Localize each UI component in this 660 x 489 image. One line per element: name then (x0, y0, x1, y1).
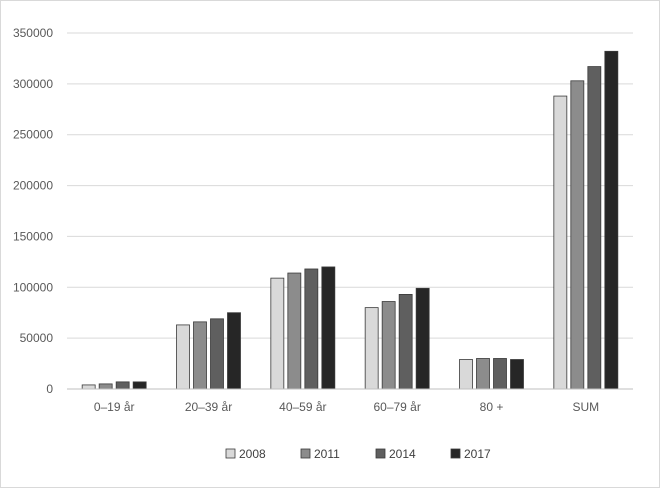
y-tick-label: 0 (46, 382, 53, 396)
y-tick-label: 300000 (13, 77, 53, 91)
bar (476, 358, 490, 390)
y-tick-label: 350000 (13, 26, 53, 40)
bar (321, 266, 336, 390)
bar (381, 301, 396, 390)
bar (604, 50, 619, 390)
x-tick-label: 0–19 år (94, 400, 135, 414)
bar (364, 307, 379, 390)
y-tick-label: 100000 (13, 280, 53, 294)
bar (510, 359, 524, 390)
bars (81, 50, 619, 390)
legend-label: 2008 (239, 447, 266, 461)
bar (493, 358, 507, 390)
legend-label: 2017 (464, 447, 491, 461)
y-tick-label: 150000 (13, 229, 53, 243)
x-axis-ticks: 0–19 år 20–39 år 40–59 år 60–79 år 80 + SUM (94, 400, 599, 414)
bar (81, 384, 96, 390)
legend-swatch (225, 448, 236, 459)
bar (459, 359, 473, 390)
y-tick-label: 200000 (13, 179, 53, 193)
bar (570, 80, 585, 390)
y-axis-ticks: 0 50000 100000 150000 200000 250000 300000 3500… (13, 26, 53, 396)
legend-swatch (450, 448, 461, 459)
bar (287, 272, 302, 390)
legend-swatch (375, 448, 386, 459)
bar (132, 381, 147, 390)
bar (193, 321, 207, 390)
x-tick-label: 60–79 år (373, 400, 420, 414)
x-tick-label: 40–59 år (279, 400, 326, 414)
bar (98, 383, 113, 390)
legend: 2008 2011 2014 2017 (225, 447, 491, 461)
bar (553, 95, 568, 390)
x-tick-label: 80 + (480, 400, 504, 414)
legend-label: 2011 (314, 447, 340, 461)
bar (227, 312, 241, 390)
bar (115, 381, 130, 390)
x-tick-label: SUM (572, 400, 599, 414)
legend-swatch (300, 448, 311, 459)
bar (587, 66, 602, 390)
bar (415, 287, 430, 390)
bar (304, 268, 319, 390)
y-tick-label: 250000 (13, 128, 53, 142)
y-tick-label: 50000 (20, 331, 54, 345)
legend-label: 2014 (389, 447, 416, 461)
bar (176, 324, 190, 390)
bar (210, 318, 224, 390)
bar (270, 277, 285, 390)
x-tick-label: 20–39 år (185, 400, 232, 414)
gridlines (67, 32, 633, 339)
bar (398, 294, 413, 390)
